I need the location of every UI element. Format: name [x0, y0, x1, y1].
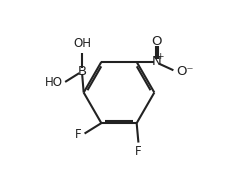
Text: O⁻: O⁻	[176, 65, 194, 78]
Text: N: N	[152, 55, 162, 69]
Text: O: O	[152, 35, 162, 48]
Text: F: F	[75, 128, 82, 141]
Text: OH: OH	[73, 37, 91, 50]
Text: HO: HO	[45, 76, 63, 89]
Text: F: F	[135, 145, 142, 158]
Text: B: B	[77, 65, 86, 78]
Text: +: +	[156, 52, 164, 61]
